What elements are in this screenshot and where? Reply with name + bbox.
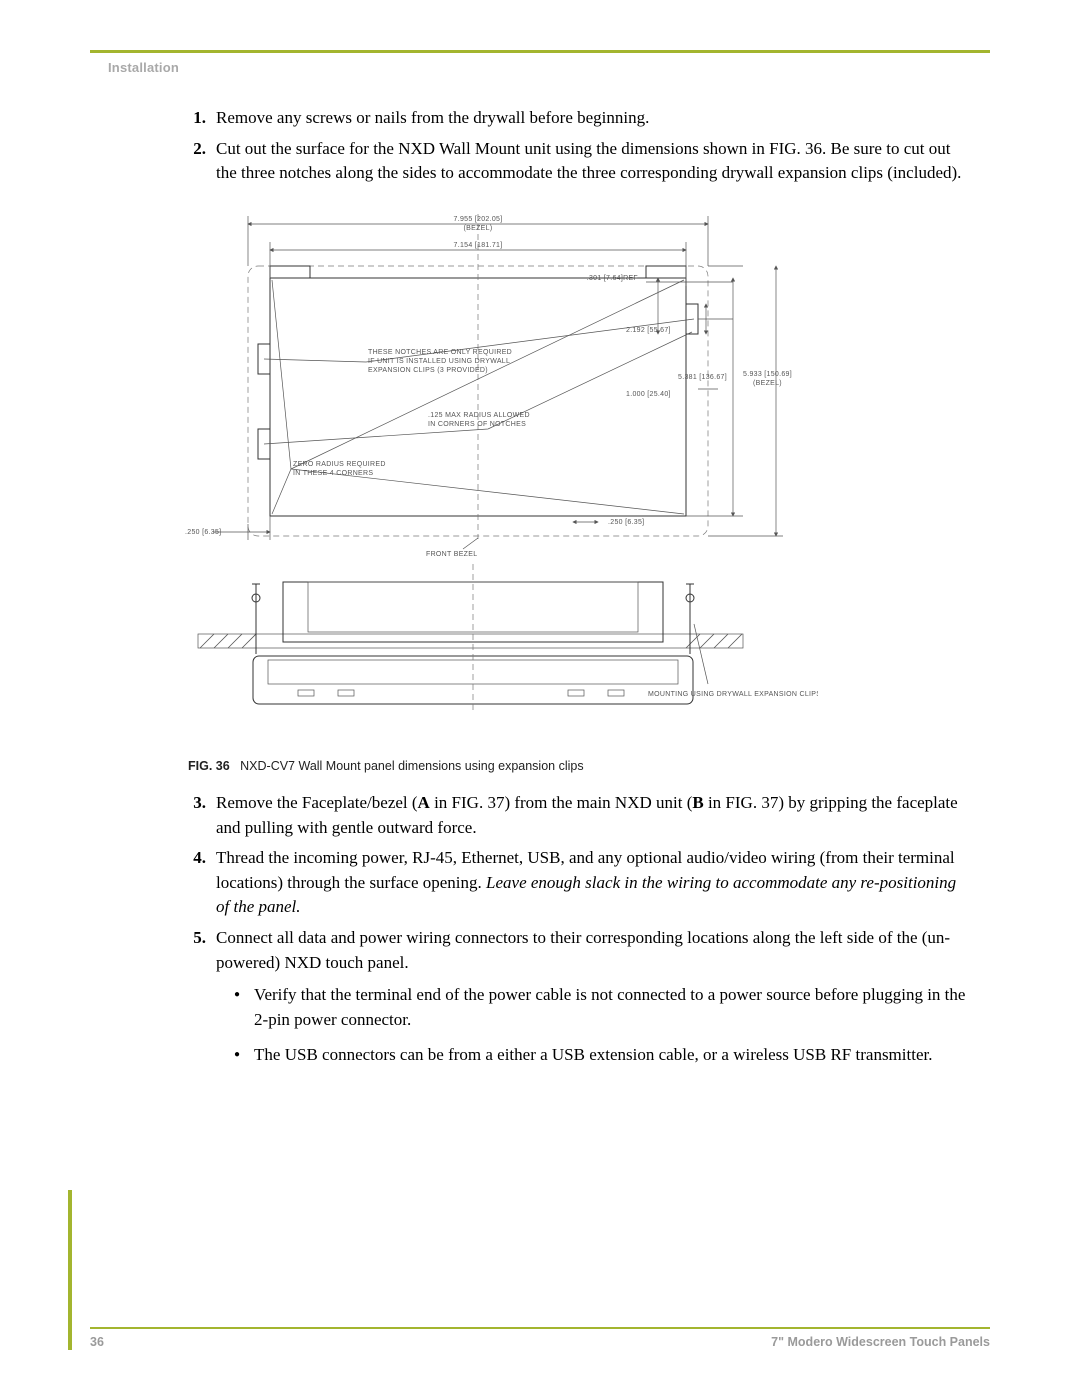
dim-right-small: .250 [6.35] bbox=[608, 519, 644, 526]
footer: 36 7" Modero Widescreen Touch Panels bbox=[90, 1327, 990, 1349]
steps-list-top: 1. Remove any screws or nails from the d… bbox=[180, 106, 970, 186]
left-accent-bar bbox=[68, 1190, 72, 1350]
dim-left: .250 [6.35] bbox=[185, 529, 221, 536]
doc-title: 7" Modero Widescreen Touch Panels bbox=[771, 1335, 990, 1349]
sub-bullets: Verify that the terminal end of the powe… bbox=[180, 983, 970, 1067]
top-rule bbox=[90, 50, 990, 53]
zero-note-1: ZERO RADIUS REQUIRED bbox=[293, 461, 386, 468]
radius-note-1: .125 MAX RADIUS ALLOWED bbox=[428, 412, 530, 419]
step-text: Cut out the surface for the NXD Wall Mou… bbox=[216, 137, 970, 186]
footer-rule bbox=[90, 1327, 990, 1329]
step-2: 2. Cut out the surface for the NXD Wall … bbox=[180, 137, 970, 186]
step-number: 5. bbox=[180, 926, 206, 975]
notch-note-3: EXPANSION CLIPS (3 PROVIDED) bbox=[368, 367, 488, 374]
step-text: Remove the Faceplate/bezel (A in FIG. 37… bbox=[216, 791, 970, 840]
mounting-note: MOUNTING USING DRYWALL EXPANSION CLIPS bbox=[648, 691, 818, 698]
step-3: 3. Remove the Faceplate/bezel (A in FIG.… bbox=[180, 791, 970, 840]
dim-right-3: 5.933 [150.69] bbox=[743, 371, 792, 378]
fig-label: FIG. 36 bbox=[188, 759, 230, 773]
bullet-text: The USB connectors can be from a either … bbox=[254, 1043, 932, 1068]
page-number: 36 bbox=[90, 1335, 104, 1349]
step-text: Remove any screws or nails from the dryw… bbox=[216, 106, 970, 131]
bullet-2: The USB connectors can be from a either … bbox=[180, 1043, 970, 1068]
step-4: 4. Thread the incoming power, RJ-45, Eth… bbox=[180, 846, 970, 920]
step-1: 1. Remove any screws or nails from the d… bbox=[180, 106, 970, 131]
front-bezel-label: FRONT BEZEL bbox=[426, 551, 477, 558]
dim-right-1: 2.192 [55.67] bbox=[626, 327, 671, 334]
figure-caption: FIG. 36 NXD-CV7 Wall Mount panel dimensi… bbox=[188, 759, 970, 773]
bullet-1: Verify that the terminal end of the powe… bbox=[180, 983, 970, 1032]
dim-bezel-w: 7.955 [202.05] bbox=[454, 216, 503, 223]
dim-inner-w: 7.154 [181.71] bbox=[454, 242, 503, 249]
main-content: 1. Remove any screws or nails from the d… bbox=[180, 106, 970, 1077]
step-number: 1. bbox=[180, 106, 206, 131]
step-text: Thread the incoming power, RJ-45, Ethern… bbox=[216, 846, 970, 920]
step-number: 2. bbox=[180, 137, 206, 186]
dim-top-ref: .301 [7.64]REF bbox=[587, 275, 638, 282]
bullet-text: Verify that the terminal end of the powe… bbox=[254, 983, 970, 1032]
step-number: 4. bbox=[180, 846, 206, 920]
dim-right-2: 5.381 [136.67] bbox=[678, 374, 727, 381]
step-text: Connect all data and power wiring connec… bbox=[216, 926, 970, 975]
dim-right-3-sub: (BEZEL) bbox=[753, 380, 782, 387]
fig-caption-text: NXD-CV7 Wall Mount panel dimensions usin… bbox=[240, 759, 583, 773]
dim-right-4: 1.000 [25.40] bbox=[626, 391, 671, 398]
steps-list-bottom: 3. Remove the Faceplate/bezel (A in FIG.… bbox=[180, 791, 970, 975]
radius-note-2: IN CORNERS OF NOTCHES bbox=[428, 421, 526, 428]
section-label: Installation bbox=[108, 60, 179, 75]
technical-drawing-svg: 7.955 [202.05] (BEZEL) 7.154 [181.71] .3… bbox=[178, 204, 818, 744]
figure-36: 7.955 [202.05] (BEZEL) 7.154 [181.71] .3… bbox=[178, 204, 970, 749]
dim-bezel-w-sub: (BEZEL) bbox=[464, 225, 493, 232]
step-number: 3. bbox=[180, 791, 206, 840]
step-5: 5. Connect all data and power wiring con… bbox=[180, 926, 970, 975]
